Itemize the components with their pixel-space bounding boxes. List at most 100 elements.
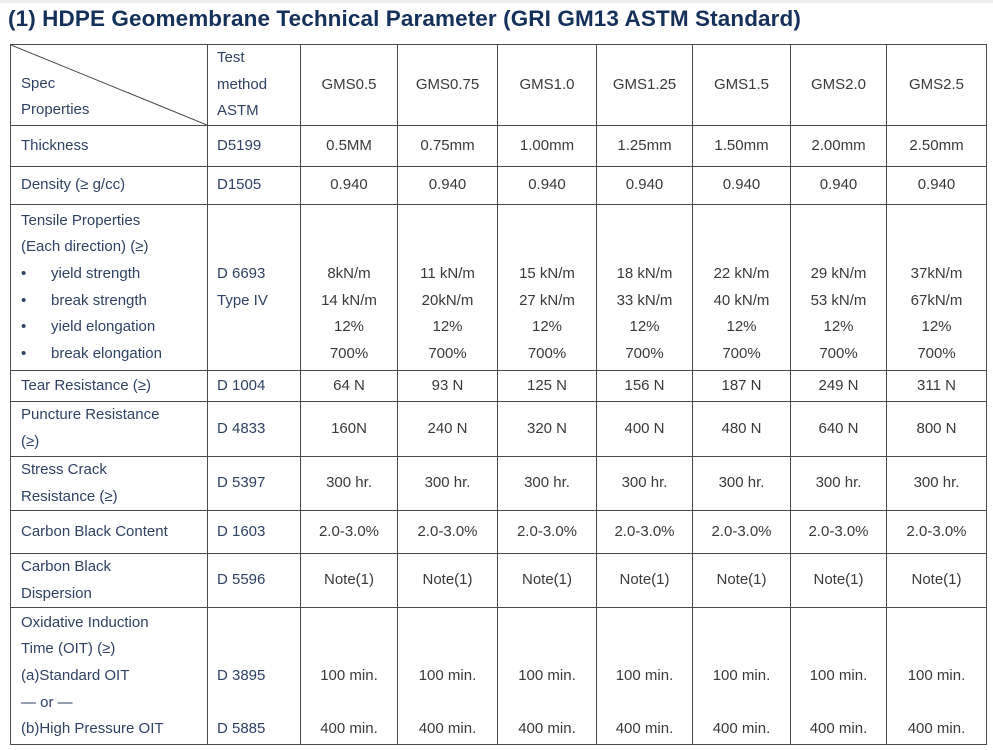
value-cell: 187 N [692, 370, 791, 402]
bullet: • [21, 344, 27, 362]
cell-line [217, 208, 300, 235]
cell-line [693, 208, 790, 235]
cell-line: 320 N [526, 419, 568, 437]
cell-line: 700% [722, 344, 761, 362]
value-cell: 320 N [497, 401, 597, 457]
test-method-cell: D1505 [207, 166, 301, 205]
property-cell: Density (≥ g/cc) [10, 166, 208, 205]
value-cell: 0.75mm [397, 125, 498, 167]
table-row: Carbon Black Content D 1603 2.0-3.0% 2.0-3.… [10, 510, 987, 555]
cell-line: Note(1) [716, 571, 767, 589]
value-cell: 2.50mm [886, 125, 987, 167]
value-cell: 125 N [497, 370, 597, 402]
test-method-cell: D 4833 [207, 401, 301, 457]
cell-line [887, 636, 986, 663]
cell-line: 240 N [427, 419, 468, 437]
cell-line: 100 min. [712, 667, 771, 685]
cell-line [217, 314, 300, 341]
value-cell: 22 kN/m 40 kN/m 12% 700% [692, 204, 791, 371]
cell-line: D 5397 [217, 474, 266, 492]
value-cell: 800 N [886, 401, 987, 457]
value-cell: 249 N [790, 370, 887, 402]
test-method-cell: D5199 [207, 125, 301, 167]
value-cell: 300 hr. [790, 455, 887, 512]
cell-line: 400 min. [907, 720, 966, 738]
cell-line: 160N [331, 419, 367, 437]
value-cell: Note(1) [886, 553, 987, 609]
cell-line: 249 N [818, 376, 859, 394]
cell-line: 400 N [624, 419, 665, 437]
parameter-table: Spec Properties Test method ASTM GMS0.5 G… [10, 44, 987, 746]
cell-line: 37kN/m [910, 264, 963, 282]
value-cell: 37kN/m 67kN/m 12% 700% [886, 204, 987, 371]
cell-line: 0.940 [625, 176, 664, 194]
property-cell: Tensile Properties (Each direction) (≥) • y… [10, 204, 208, 371]
cell-line: D 4833 [217, 419, 266, 437]
table-row: Stress Crack Resistance (≥) D 5397 300 hr. 3… [10, 455, 987, 512]
test-method-cell: D 1004 [207, 370, 301, 402]
cell-line: Tensile Properties [21, 211, 141, 229]
cell-line [498, 234, 596, 261]
cell-line: 156 N [624, 376, 665, 394]
bullet-item: • yield elongation [21, 314, 207, 341]
cell-line [498, 208, 596, 235]
cell-line: Type IV [217, 291, 268, 309]
cell-line [398, 636, 497, 663]
cell-line: 480 N [721, 419, 762, 437]
cell-line: 1.00mm [519, 136, 575, 154]
bullet-text: break strength [51, 291, 147, 309]
value-cell: 300 hr. [596, 455, 693, 512]
cell-line: 12% [531, 318, 563, 336]
cell-line: (≥) [21, 433, 40, 450]
cell-line [597, 610, 692, 637]
value-cell: Note(1) [692, 553, 791, 609]
cell-line: 700% [625, 344, 664, 362]
table-row: Thickness D5199 0.5MM 0.75mm 1.00mm 1.25mm 1.5… [10, 125, 987, 167]
value-cell: Note(1) [397, 553, 498, 609]
cell-line: 15 kN/m [519, 264, 575, 282]
cell-line: D 1004 [217, 376, 266, 394]
value-cell: 2.0-3.0% [497, 510, 597, 555]
value-cell: 100 min. 400 min. [790, 607, 887, 746]
cell-line: 100 min. [809, 667, 868, 685]
value-cell: 300 hr. [497, 455, 597, 512]
value-cell: 160N [300, 401, 398, 457]
cell-line: D 1603 [217, 522, 266, 540]
value-cell: 2.00mm [790, 125, 887, 167]
cell-line: Note(1) [521, 571, 573, 589]
value-cell: 100 min. 400 min. [397, 607, 498, 746]
cell-line [498, 610, 596, 637]
table-row: Tear Resistance (≥) D 1004 64 N 93 N 125 N 15… [10, 370, 987, 402]
value-cell: 156 N [596, 370, 693, 402]
cell-line [887, 208, 986, 235]
cell-line: 125 N [526, 376, 568, 394]
property-cell: Thickness [10, 125, 208, 167]
cell-line: 700% [329, 344, 369, 362]
value-cell: 0.940 [300, 166, 398, 205]
bullet-text: break elongation [51, 344, 162, 362]
cell-line: 700% [917, 344, 956, 362]
cell-line: Time (OIT) (≥) [21, 640, 116, 658]
cell-line: D 5596 [217, 571, 266, 589]
cell-line: Stress Crack [21, 461, 107, 478]
property-cell: Carbon Black Content [10, 510, 208, 555]
bullet-text: yield elongation [51, 318, 156, 336]
test-method-cell: D 5397 [207, 455, 301, 512]
value-cell: Note(1) [300, 553, 398, 609]
cell-line: 40 kN/m [713, 291, 770, 309]
cell-line: 0.940 [917, 176, 956, 194]
cell-line: 300 hr. [424, 474, 471, 492]
value-cell: 1.00mm [497, 125, 597, 167]
cell-line [693, 690, 790, 717]
table-row: Density (≥ g/cc) D1505 0.940 0.940 0.940 0.94… [10, 166, 987, 205]
cell-line [791, 234, 886, 261]
value-cell: Note(1) [497, 553, 597, 609]
cell-line: 0.75mm [420, 136, 475, 154]
cell-line [217, 636, 300, 663]
cell-line: 800 N [916, 419, 957, 437]
value-cell: 8kN/m 14 kN/m 12% 700% [300, 204, 398, 371]
cell-line: 300 hr. [913, 474, 960, 492]
property-cell: Puncture Resistance (≥) [10, 401, 208, 457]
table-row: Oxidative Induction Time (OIT) (≥) (a)Stan… [10, 607, 987, 746]
cell-line [217, 341, 300, 368]
